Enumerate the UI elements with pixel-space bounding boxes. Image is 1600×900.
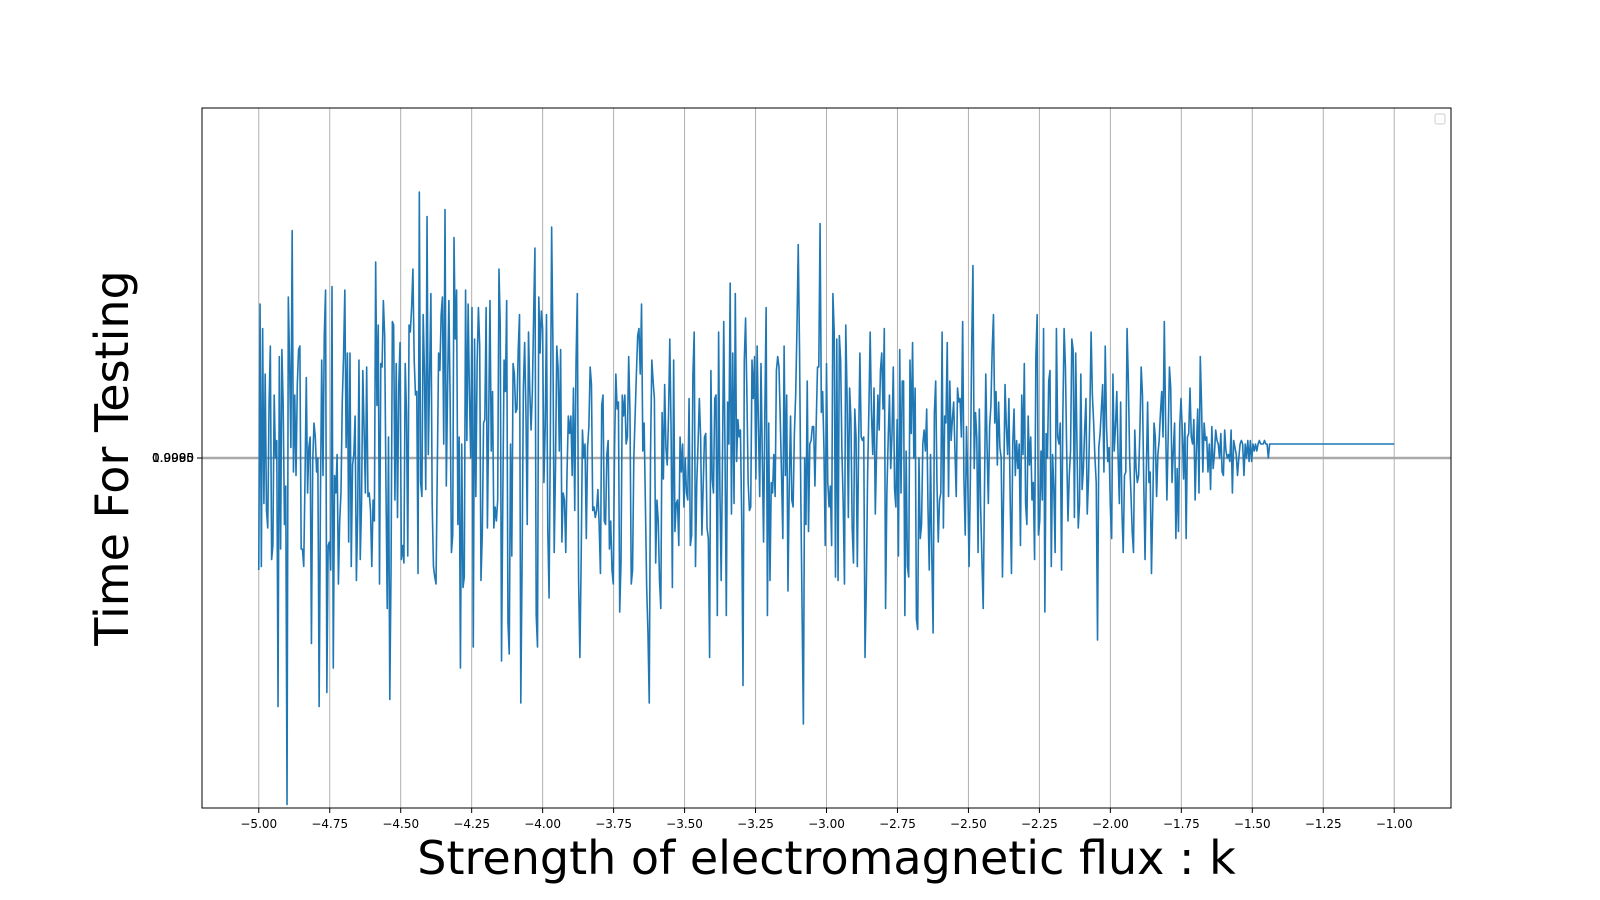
x-tick-label: −1.75 bbox=[1163, 817, 1200, 831]
y-axis-label: Time For Testing bbox=[85, 270, 139, 646]
x-tick-label: −4.00 bbox=[524, 817, 561, 831]
x-tick-label: −1.00 bbox=[1376, 817, 1413, 831]
y-tick-label: 0.9985 bbox=[152, 451, 194, 465]
x-tick-label: −3.50 bbox=[666, 817, 703, 831]
x-axis-label: Strength of electromagnetic flux : k bbox=[417, 831, 1236, 885]
x-tick-label: −1.25 bbox=[1305, 817, 1342, 831]
x-tick-label: −3.75 bbox=[595, 817, 632, 831]
x-tick-label: −3.00 bbox=[808, 817, 845, 831]
legend-box bbox=[1434, 113, 1446, 125]
series-line bbox=[257, 191, 1395, 806]
x-tick-label: −4.50 bbox=[382, 817, 419, 831]
x-tick-label: −4.75 bbox=[311, 817, 348, 831]
x-tick-label: −3.25 bbox=[737, 817, 774, 831]
x-tick-label: −2.75 bbox=[879, 817, 916, 831]
x-axis: −5.00 −4.75 −4.50 −4.25 −4.00 −3.75 −3.50 −3.25… bbox=[240, 808, 1413, 831]
x-tick-label: −4.25 bbox=[453, 817, 490, 831]
x-tick-label: −5.00 bbox=[240, 817, 277, 831]
x-tick-label: −1.50 bbox=[1234, 817, 1271, 831]
x-tick-label: −2.25 bbox=[1021, 817, 1058, 831]
x-tick-label: −2.00 bbox=[1092, 817, 1129, 831]
y-tick-label: 0.9990 bbox=[152, 451, 194, 465]
y-tick-label: 0.9995 bbox=[152, 451, 194, 465]
y-tick-label: 1.0000 bbox=[152, 451, 194, 465]
x-tick-label: −2.50 bbox=[950, 817, 987, 831]
